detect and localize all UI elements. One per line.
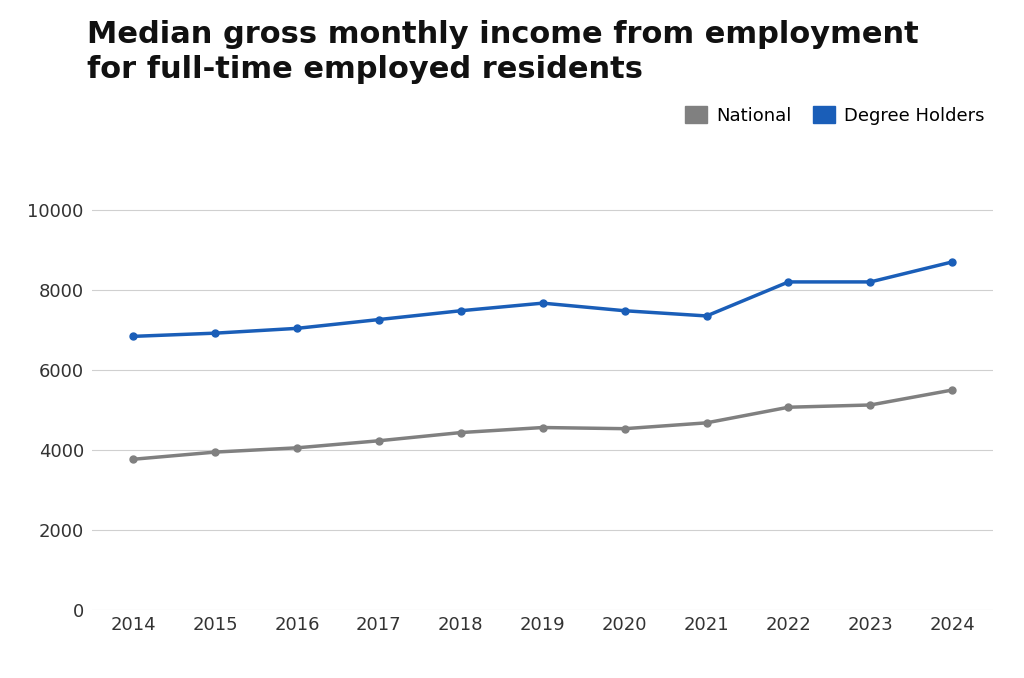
- Degree Holders: [946, 258, 958, 266]
- National: [127, 455, 139, 463]
- Legend: National, Degree Holders: National, Degree Holders: [685, 106, 984, 125]
- Degree Holders: [291, 324, 303, 332]
- National: [537, 424, 549, 432]
- National: [373, 437, 385, 445]
- Degree Holders: [700, 312, 713, 320]
- Degree Holders: [782, 278, 795, 286]
- National: [864, 401, 877, 409]
- Degree Holders: [618, 306, 631, 315]
- National: [946, 386, 958, 394]
- Line: National: National: [130, 386, 955, 463]
- National: [618, 424, 631, 433]
- Degree Holders: [209, 329, 221, 337]
- Degree Holders: [455, 306, 467, 315]
- Line: Degree Holders: Degree Holders: [130, 258, 955, 340]
- National: [455, 428, 467, 437]
- National: [700, 419, 713, 427]
- Degree Holders: [373, 315, 385, 323]
- National: [291, 444, 303, 452]
- Degree Holders: [537, 299, 549, 307]
- National: [782, 403, 795, 412]
- Degree Holders: [127, 332, 139, 340]
- Degree Holders: [864, 278, 877, 286]
- Text: Median gross monthly income from employment
for full-time employed residents: Median gross monthly income from employm…: [87, 20, 919, 84]
- National: [209, 448, 221, 456]
